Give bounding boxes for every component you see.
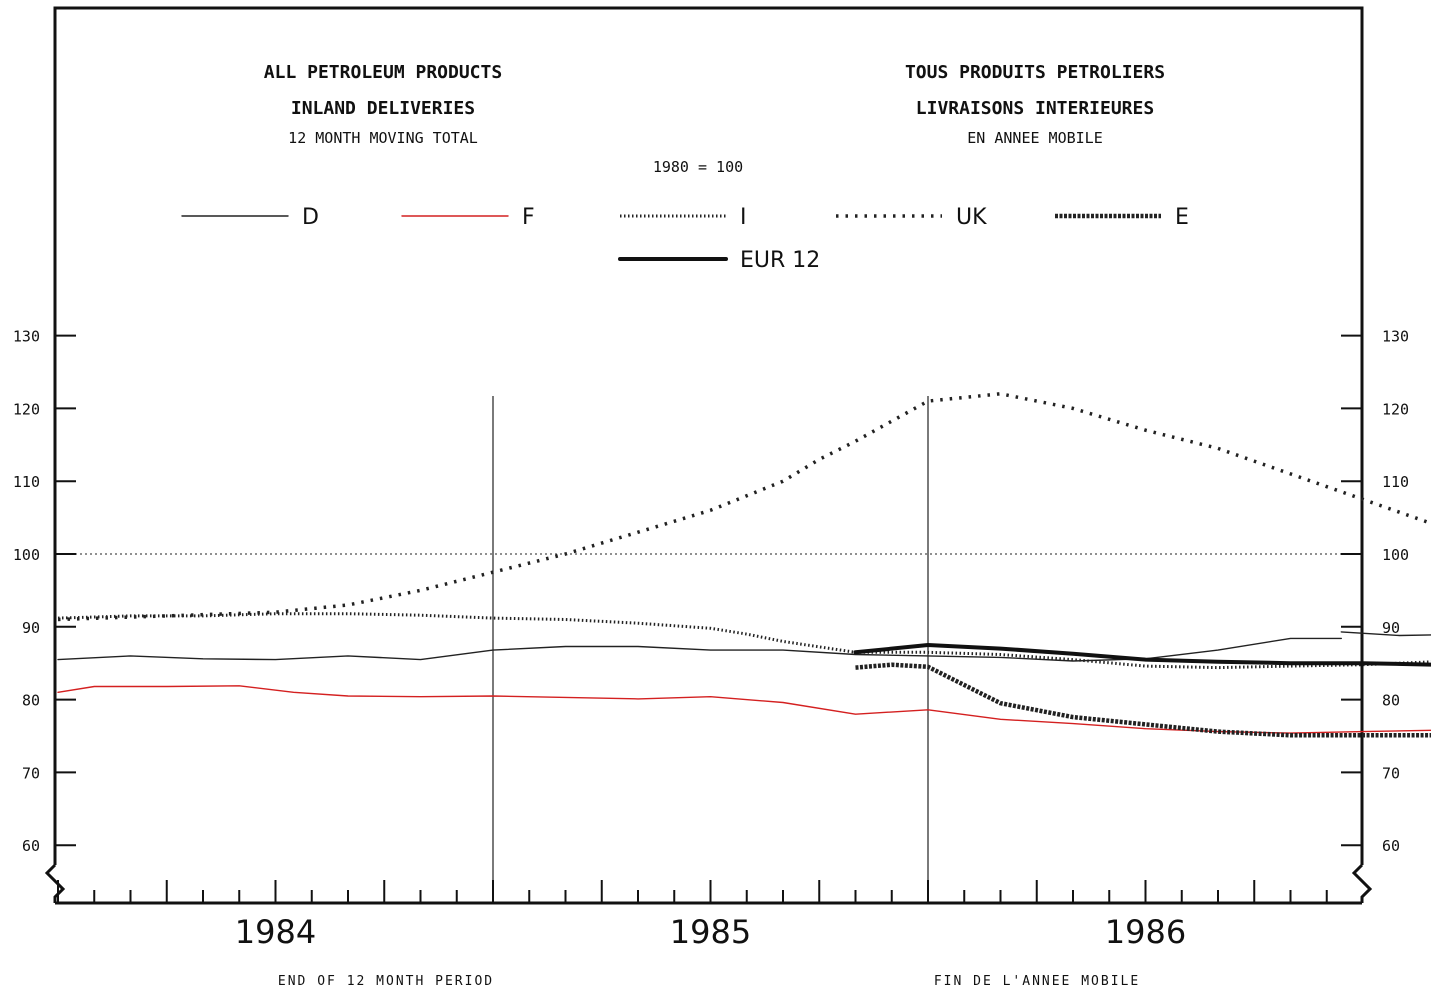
title-fr-2: LIVRAISONS INTERIEURES: [916, 98, 1154, 119]
footer-fr: FIN DE L'ANNEE MOBILE: [934, 974, 1140, 989]
series-d: [58, 638, 1341, 661]
left-axis-break: [47, 865, 63, 903]
y-tick-label-left: 110: [13, 473, 40, 491]
y-tick-label-left: 120: [13, 400, 40, 418]
title-en-3: 12 MONTH MOVING TOTAL: [288, 129, 478, 147]
y-tick-label-right: 110: [1382, 473, 1409, 491]
chart-frame: [55, 8, 1362, 865]
legend-label-uk: UK: [956, 205, 987, 230]
y-tick-label-left: 60: [22, 837, 40, 855]
title-fr-1: TOUS PRODUITS PETROLIERS: [905, 62, 1165, 83]
y-tick-label-right: 70: [1382, 764, 1400, 782]
legend-label-d: D: [302, 205, 319, 230]
title-fr-3: EN ANNEE MOBILE: [967, 129, 1102, 147]
legend-label-eur-12: EUR 12: [740, 248, 820, 273]
x-axis: 1984 1985 1986: [58, 880, 1327, 951]
y-tick-label-left: 100: [13, 546, 40, 564]
y-tick-label-left: 130: [13, 328, 40, 346]
x-year-label-1986: 1986: [1105, 913, 1186, 951]
title-en-1: ALL PETROLEUM PRODUCTS: [264, 62, 502, 83]
series-uk: [58, 394, 1431, 620]
series-eur-12: [856, 645, 1431, 675]
series-group: [58, 394, 1431, 742]
x-year-label-1984: 1984: [235, 913, 316, 951]
footer-en: END OF 12 MONTH PERIOD: [278, 974, 494, 989]
y-tick-label-left: 70: [22, 764, 40, 782]
y-tick-label-right: 120: [1382, 400, 1409, 418]
legend-label-i: I: [740, 205, 747, 230]
x-year-label-1985: 1985: [670, 913, 751, 951]
y-tick-label-right: 60: [1382, 837, 1400, 855]
title-en-2: INLAND DELIVERIES: [291, 98, 475, 119]
legend-label-f: F: [522, 205, 535, 230]
y-tick-label-right: 80: [1382, 692, 1400, 710]
series-e: [856, 665, 1431, 742]
y-tick-label-left: 80: [22, 692, 40, 710]
y-axis-left: 60 70 80 90 100 110 120 130: [13, 328, 76, 856]
y-tick-label-left: 90: [22, 619, 40, 637]
legend-label-e: E: [1175, 205, 1189, 230]
legend: D F I UK E EUR 12: [182, 205, 1189, 273]
y-tick-label-right: 130: [1382, 328, 1409, 346]
base-note: 1980 = 100: [653, 158, 743, 176]
right-axis-break: [1354, 865, 1370, 903]
y-tick-label-right: 100: [1382, 546, 1409, 564]
